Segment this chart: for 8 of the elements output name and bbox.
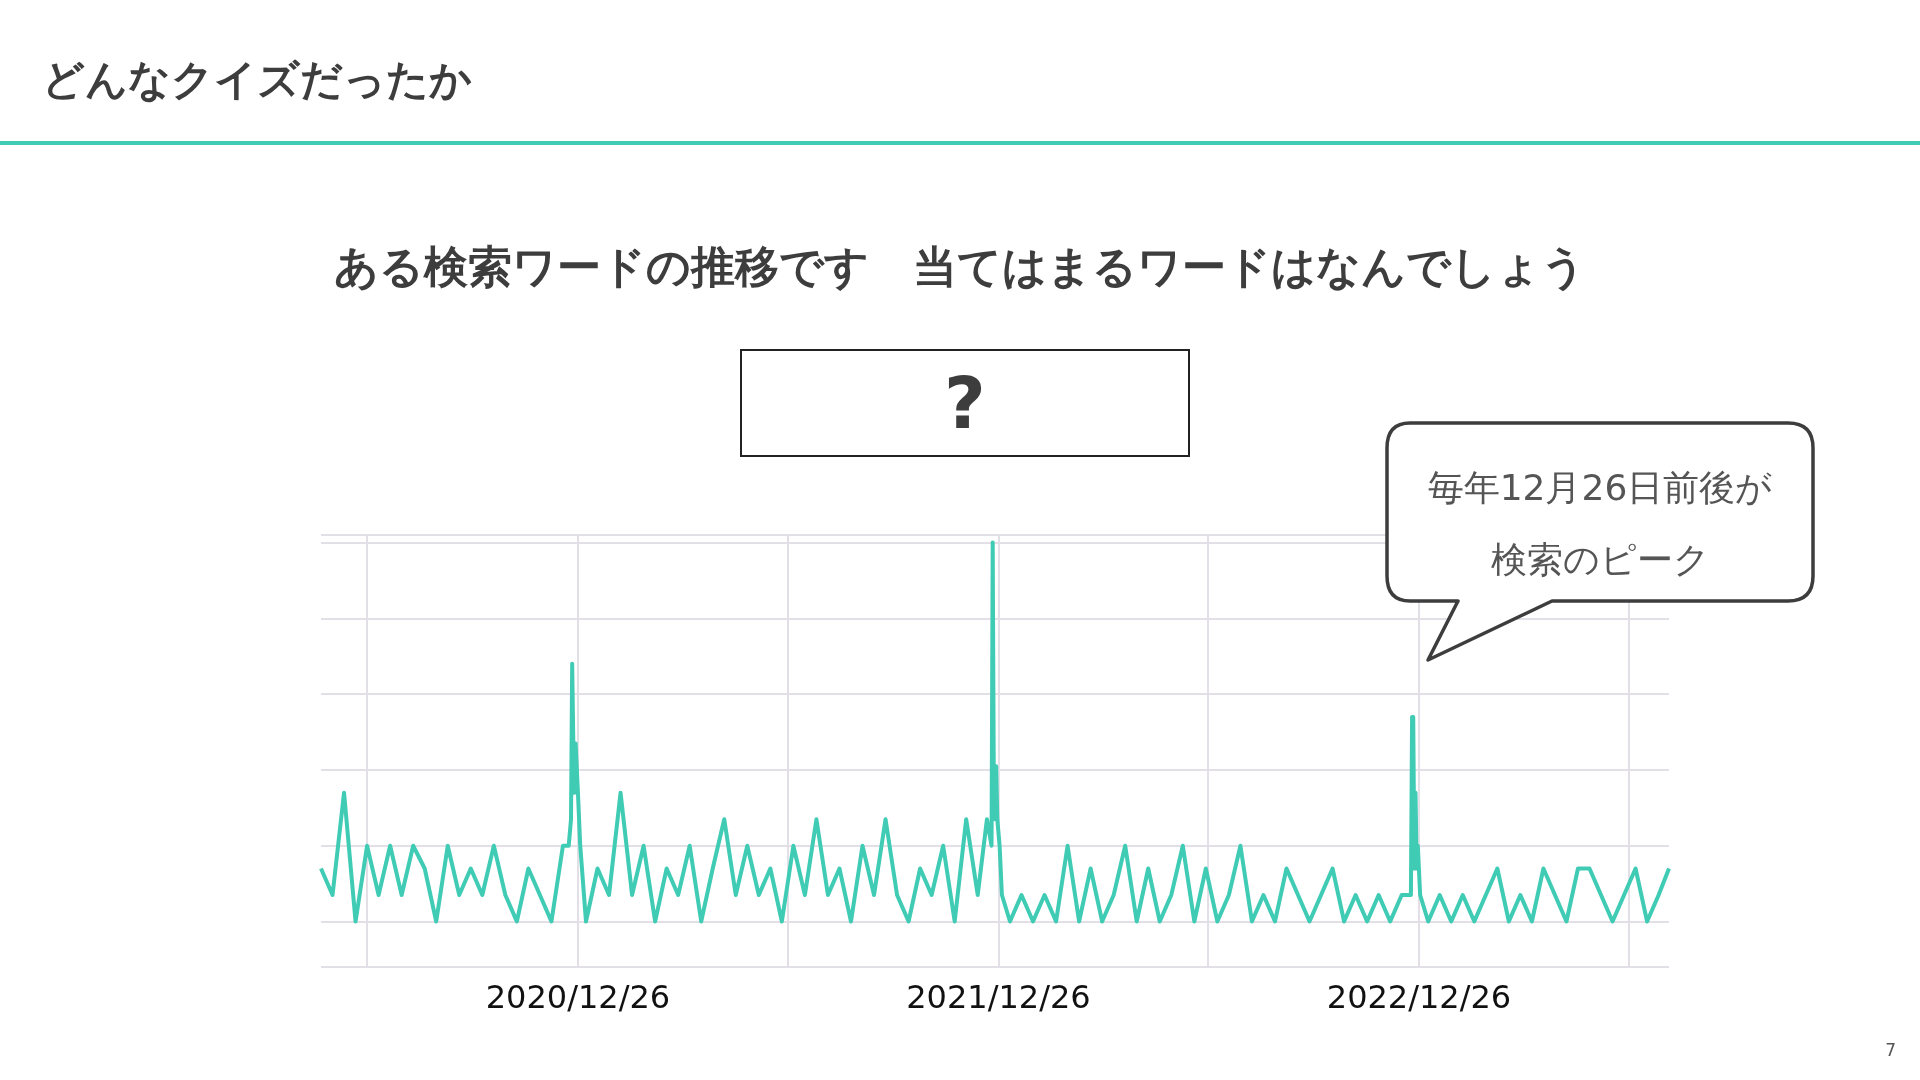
- text: ?: [740, 349, 1190, 457]
- chart-title: どんなクイズだったか: [42, 54, 472, 106]
- chart-subtitle: ある検索ワードの推移です 当てはまるワードはなんでしょう: [333, 240, 1587, 294]
- text: 7: [1885, 1040, 1896, 1060]
- annotation: 毎年12月26日前後が検索のピーク: [1426, 466, 1774, 582]
- x-tick-label: 2021/12/26: [906, 978, 1091, 1016]
- x-tick-label: 2020/12/26: [485, 978, 671, 1016]
- x-tick-label: 2022/12/26: [1326, 978, 1512, 1016]
